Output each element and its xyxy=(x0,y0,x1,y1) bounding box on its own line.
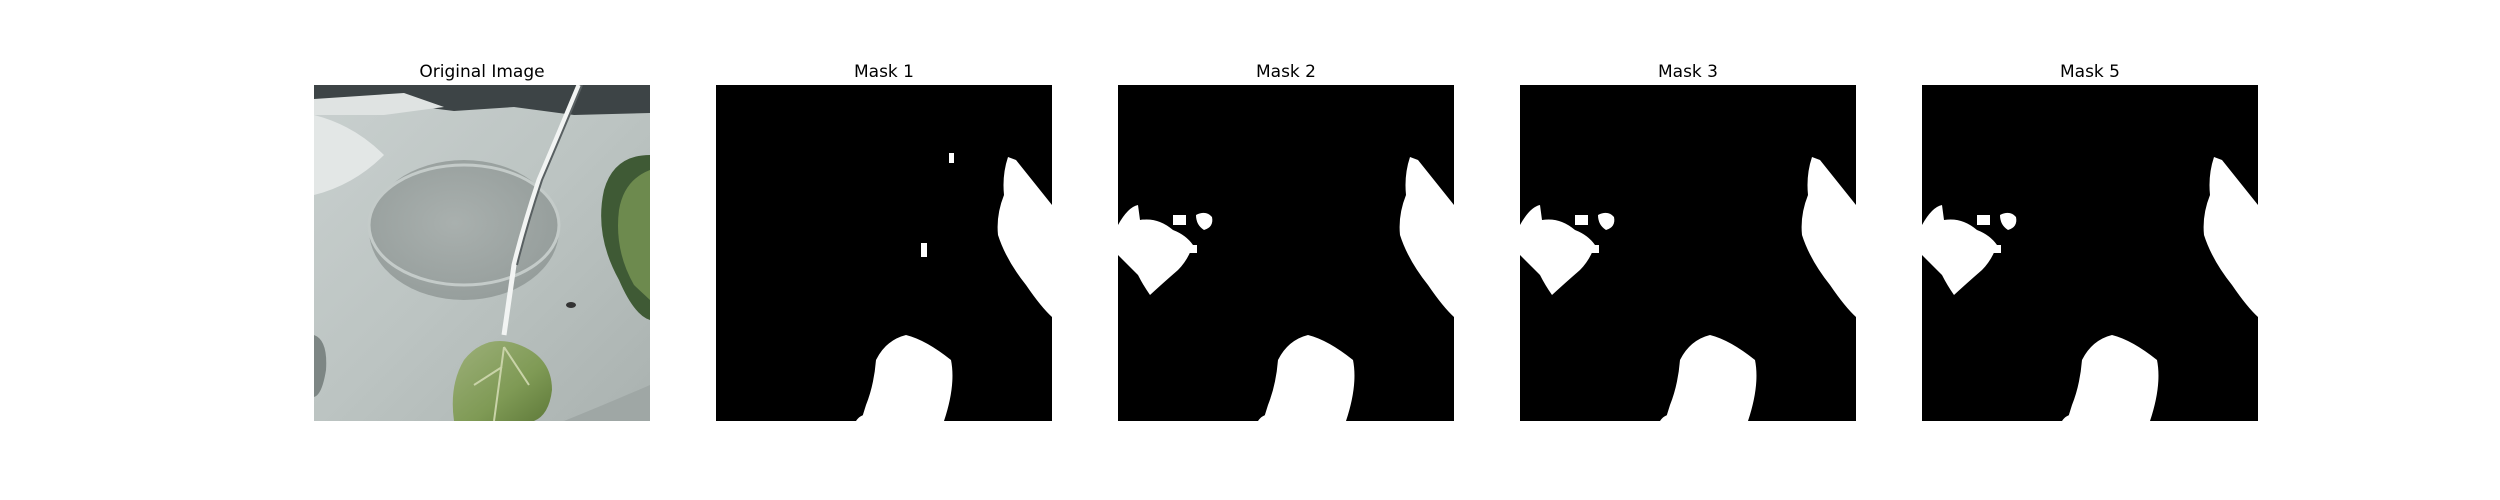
panel-original-image: Original Image xyxy=(314,60,650,421)
original-photo xyxy=(314,85,650,421)
panel-title: Original Image xyxy=(419,62,545,82)
panel-mask-3: Mask 3 xyxy=(1520,60,1856,421)
panel-title: Mask 2 xyxy=(1255,62,1316,82)
panel-title: Mask 5 xyxy=(2059,62,2120,82)
mask-image xyxy=(1520,85,1856,421)
mask-image xyxy=(1118,85,1454,421)
panel-mask-5: Mask 5 xyxy=(1922,60,2258,421)
panel-mask-2: Mask 2 xyxy=(1118,60,1454,421)
panel-mask-1: Mask 1 xyxy=(716,60,1052,421)
panel-title: Mask 3 xyxy=(1657,62,1718,82)
panel-title: Mask 1 xyxy=(853,62,914,82)
mask-image xyxy=(716,85,1052,421)
mask-image xyxy=(1922,85,2258,421)
